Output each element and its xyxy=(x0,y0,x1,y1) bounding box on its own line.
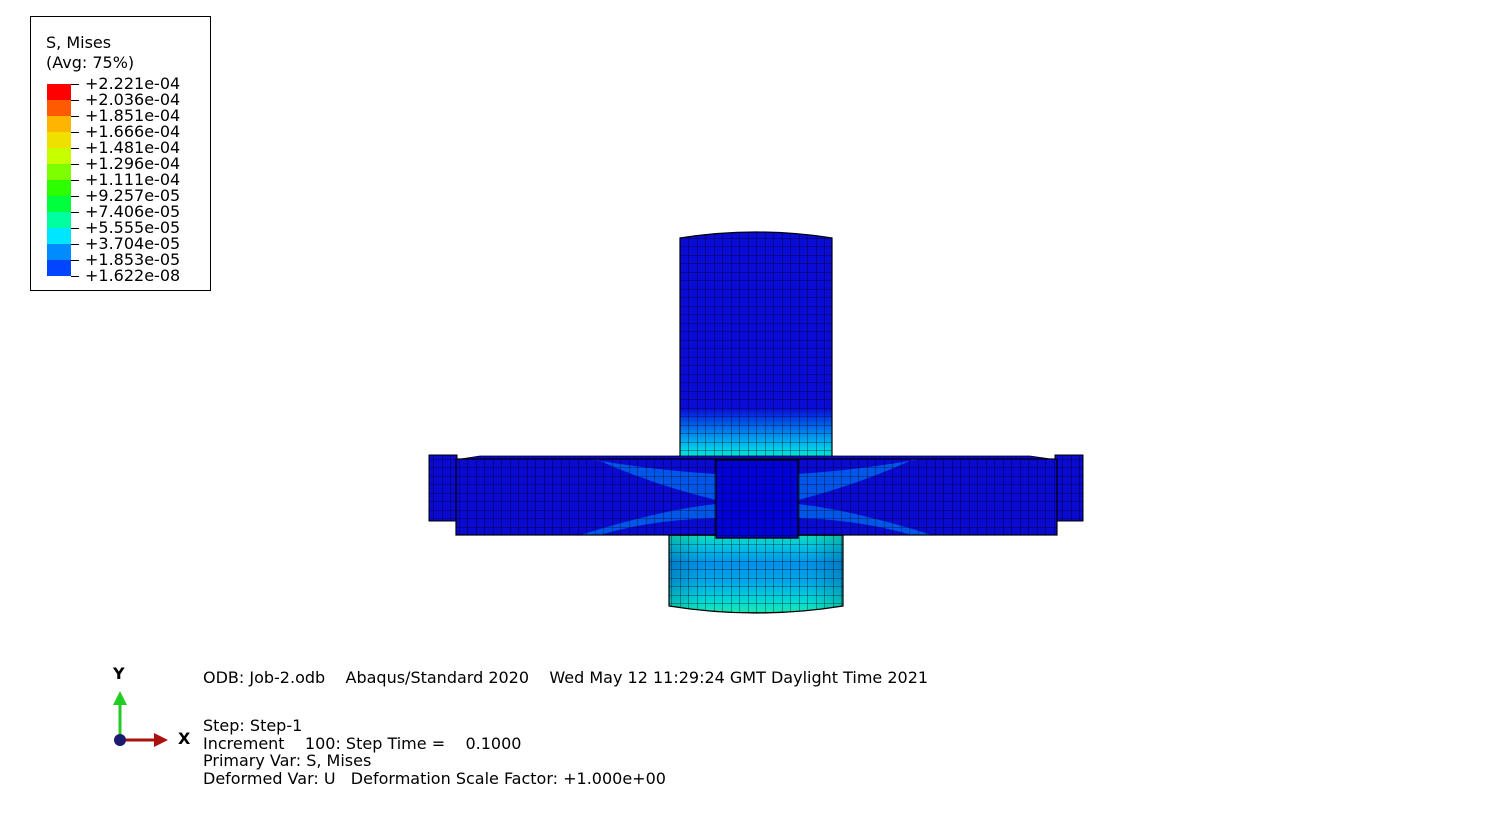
legend-tick xyxy=(71,132,79,133)
legend-swatch xyxy=(47,148,71,164)
upper-shaft xyxy=(679,231,833,459)
legend-swatch xyxy=(47,244,71,260)
legend-tick xyxy=(71,260,79,261)
legend-value: +1.622e-08 xyxy=(85,266,181,285)
legend-value: +2.036e-04 xyxy=(85,90,181,109)
legend-tick xyxy=(71,116,79,117)
legend-swatch xyxy=(47,180,71,196)
legend-tick xyxy=(71,212,79,213)
legend-value: +7.406e-05 xyxy=(85,202,181,221)
legend-value: +9.257e-05 xyxy=(85,186,181,205)
primary-var-info: Primary Var: S, Mises xyxy=(203,751,372,770)
lower-shaft xyxy=(668,529,844,614)
legend-title: S, Mises xyxy=(46,33,112,52)
legend-swatch xyxy=(47,100,71,116)
deformed-var-info: Deformed Var: U Deformation Scale Factor… xyxy=(203,769,666,788)
legend-tick xyxy=(71,228,79,229)
triad-origin xyxy=(114,734,126,746)
legend-value: +3.704e-05 xyxy=(85,234,181,253)
contour-legend: S, Mises (Avg: 75%) +2.221e-04 +2.036e-04… xyxy=(30,16,211,291)
legend-tick xyxy=(71,148,79,149)
increment-info: Increment 100: Step Time = 0.1000 xyxy=(203,734,522,753)
legend-value: +2.221e-04 xyxy=(85,74,181,93)
legend-tick xyxy=(71,84,79,85)
legend-swatch xyxy=(47,164,71,180)
legend-tick xyxy=(71,276,79,277)
legend-swatch xyxy=(47,212,71,228)
x-axis-label: X xyxy=(178,729,191,748)
odb-info-line: ODB: Job-2.odb Abaqus/Standard 2020 Wed … xyxy=(203,668,929,687)
legend-tick xyxy=(71,100,79,101)
legend-swatch xyxy=(47,132,71,148)
y-axis-label: Y xyxy=(113,664,125,683)
legend-value: +1.111e-04 xyxy=(85,170,181,189)
legend-value: +1.481e-04 xyxy=(85,138,181,157)
x-axis-arrowhead xyxy=(154,733,168,747)
flange-plate xyxy=(428,454,1084,539)
legend-tick xyxy=(71,196,79,197)
legend-value: +1.296e-04 xyxy=(85,154,181,173)
step-info: Step: Step-1 xyxy=(203,716,303,735)
legend-swatch xyxy=(47,196,71,212)
legend-tick xyxy=(71,244,79,245)
legend-tick xyxy=(71,164,79,165)
legend-value: +1.851e-04 xyxy=(85,106,181,125)
legend-value: +1.853e-05 xyxy=(85,250,181,269)
legend-swatch xyxy=(47,116,71,132)
legend-swatch xyxy=(47,84,71,100)
legend-swatch xyxy=(47,260,71,276)
y-axis-arrowhead xyxy=(113,691,127,705)
legend-value: +1.666e-04 xyxy=(85,122,181,141)
legend-subtitle: (Avg: 75%) xyxy=(46,53,135,72)
legend-value: +5.555e-05 xyxy=(85,218,181,237)
legend-tick xyxy=(71,180,79,181)
legend-swatch xyxy=(47,228,71,244)
